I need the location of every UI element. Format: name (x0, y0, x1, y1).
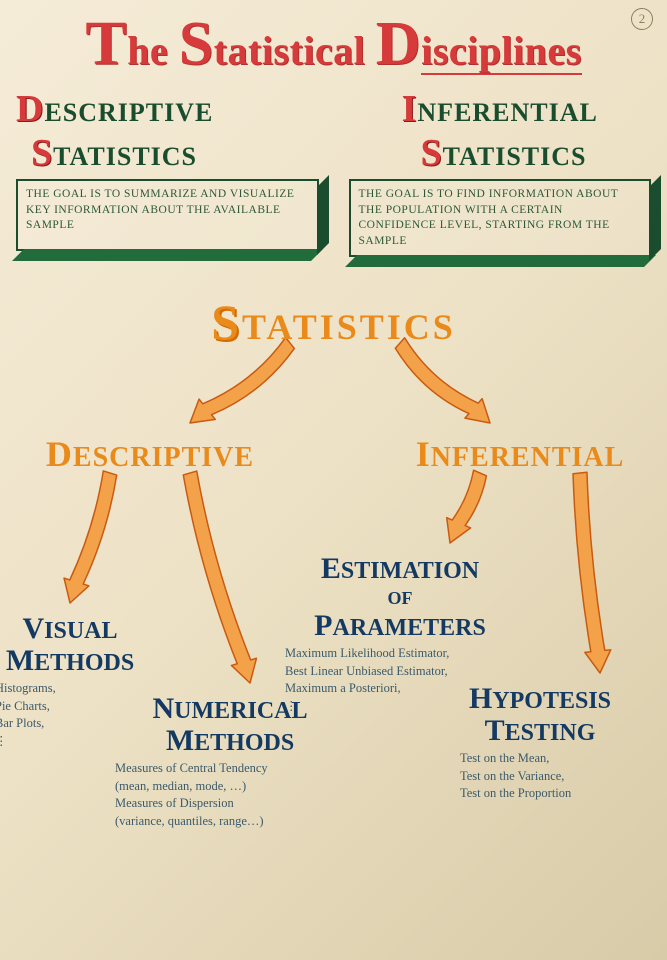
flow-arrow (58, 469, 123, 607)
flow-leaf-body-1: Measures of Central Tendency (mean, medi… (115, 760, 345, 830)
flow-arrow (178, 470, 263, 687)
descriptive-heading: DESCRIPTIVE STATISTICS (16, 87, 319, 175)
flow-arrow (567, 472, 613, 675)
descriptive-definition-box: The goal is to summarize and visualize k… (16, 179, 319, 251)
flow-leaf-title-3: HYPOTESISTESTING (460, 683, 620, 746)
page-number-badge: 2 (631, 8, 653, 30)
flow-leaf-title-2: ESTIMATIONOFPARAMETERS (285, 553, 515, 641)
flow-branch-0: DESCRIPTIVE (46, 433, 254, 475)
flow-diagram: STATISTICS DESCRIPTIVE INFERENTIAL VISUALM… (0, 293, 667, 933)
flow-leaf-title-0: VISUALMETHODS (0, 613, 145, 676)
main-title-row: The Statistical Disciplines (0, 0, 667, 81)
definitions-row: DESCRIPTIVE STATISTICS The goal is to su… (0, 81, 667, 257)
main-title: The Statistical Disciplines (14, 12, 653, 77)
inferential-definition-box: The goal is to find information about th… (349, 179, 652, 257)
inferential-column: INFERENTIAL STATISTICS The goal is to fi… (349, 87, 652, 257)
flow-branch-1: INFERENTIAL (416, 433, 625, 475)
flow-leaf-3: HYPOTESISTESTINGTest on the Mean, Test o… (460, 683, 620, 803)
flow-root-statistics: STATISTICS (211, 293, 456, 351)
inferential-heading: INFERENTIAL STATISTICS (349, 87, 652, 175)
flow-arrow (438, 468, 492, 548)
flow-leaf-body-3: Test on the Mean, Test on the Variance, … (460, 750, 620, 803)
descriptive-column: DESCRIPTIVE STATISTICS The goal is to su… (16, 87, 319, 257)
